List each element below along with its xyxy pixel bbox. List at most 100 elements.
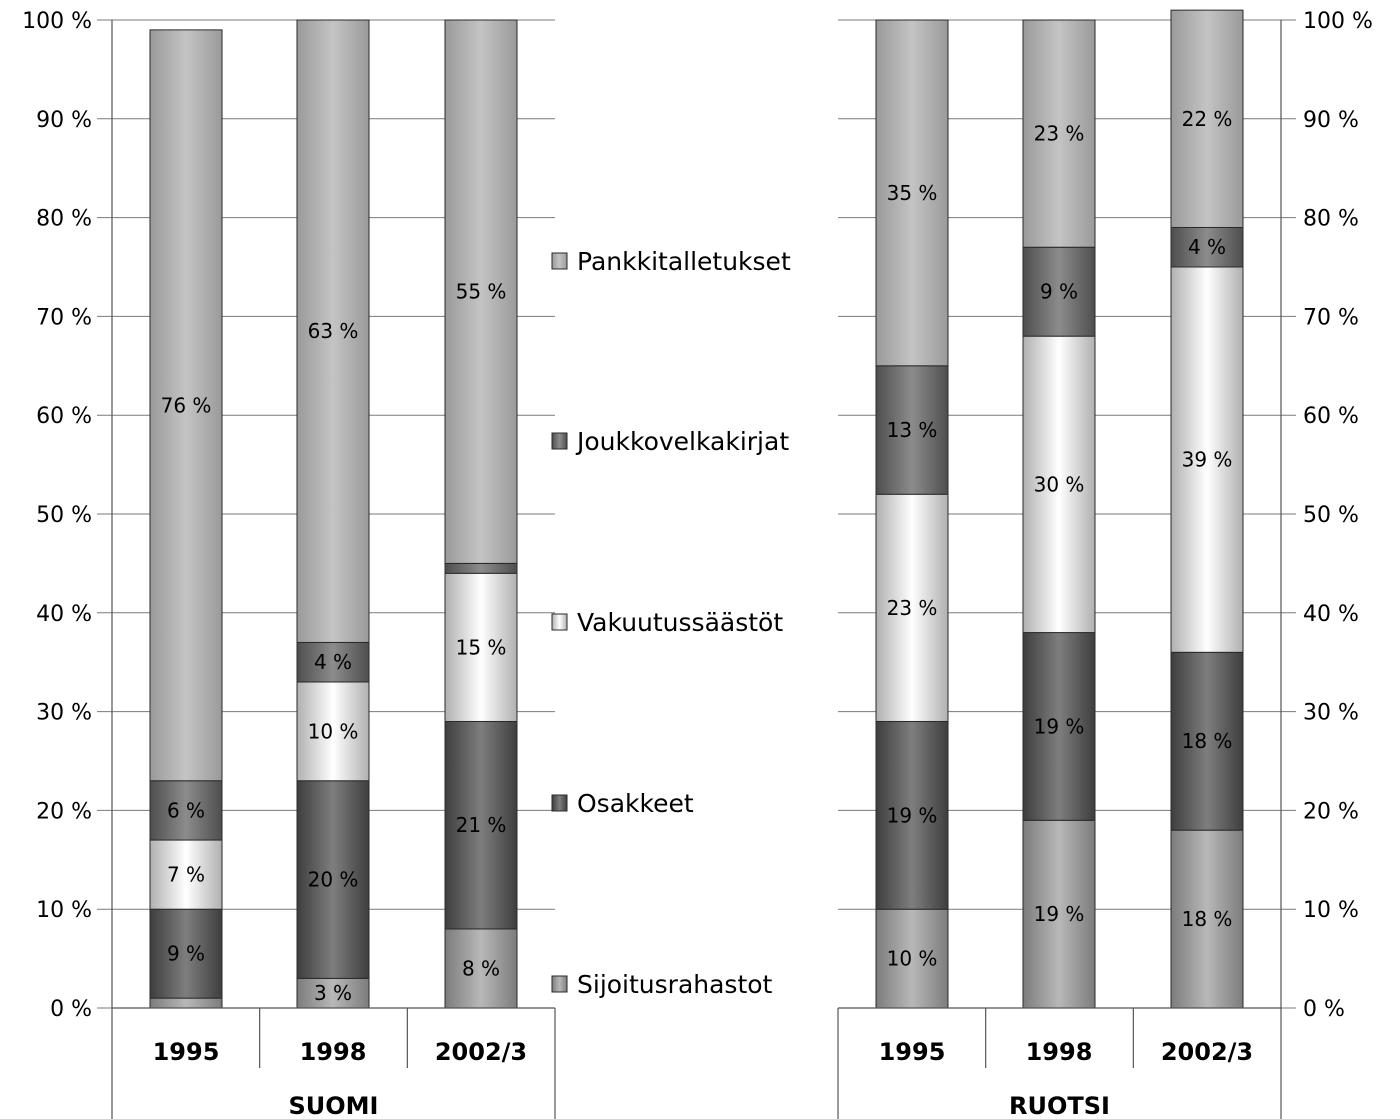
- bar-segment: [1022, 819, 1096, 1009]
- legend: Pankkitalletukset Joukkovelkakirjat Vakuut…: [551, 247, 791, 999]
- data-label: 10 %: [308, 719, 359, 743]
- bar-segment: [875, 365, 949, 495]
- bar-segment: [149, 997, 223, 1009]
- bar-segment: [1022, 19, 1096, 248]
- bar-segment: [444, 572, 518, 722]
- bar-segment: [1170, 651, 1244, 831]
- data-label: 13 %: [887, 418, 938, 442]
- bar-segment: [1170, 9, 1244, 228]
- data-label: 7 %: [167, 863, 205, 887]
- bar-segment: [875, 720, 949, 910]
- bar-segment: [149, 29, 223, 782]
- category-label: 1995: [879, 1038, 946, 1066]
- y-tick-label: 0 %: [1303, 997, 1345, 1022]
- category-label: 1995: [153, 1038, 220, 1066]
- data-label: 8 %: [462, 956, 500, 980]
- bar-segment: [444, 720, 518, 930]
- labels-layer: 9 % 7 % 6 % 76 % 3 % 20 % 10 % 4 % 63 % 8 % 21 % 15…: [161, 107, 1233, 1005]
- y-tick-label: 60 %: [36, 404, 92, 429]
- data-label: 9 %: [1040, 280, 1078, 304]
- legend-swatch: [551, 975, 568, 993]
- bar-segment: [875, 19, 949, 367]
- y-tick-label: 90 %: [1303, 108, 1359, 133]
- y-tick-label: 10 %: [36, 898, 92, 923]
- y-tick-label: 10 %: [1303, 898, 1359, 923]
- bar-segment: [1022, 632, 1096, 821]
- bar-segment: [1170, 266, 1244, 653]
- data-label: 23 %: [887, 596, 938, 620]
- bar-segment: [1022, 335, 1096, 634]
- y-tick-label: 40 %: [1303, 602, 1359, 627]
- data-label: 4 %: [314, 650, 352, 674]
- y-tick-label: 30 %: [36, 701, 92, 726]
- bar-segment: [1022, 246, 1096, 337]
- bar-segment: [1170, 829, 1244, 1009]
- bars-layer: [149, 9, 1244, 1009]
- data-label: 76 %: [161, 393, 212, 417]
- y-tick-label: 20 %: [36, 799, 92, 824]
- data-label: 3 %: [314, 981, 352, 1005]
- y-tick-label: 50 %: [1303, 503, 1359, 528]
- y-tick-label: 80 %: [36, 207, 92, 232]
- legend-label: Pankkitalletukset: [577, 247, 791, 276]
- bar-segment: [296, 977, 370, 1009]
- bar-segment: [296, 681, 370, 782]
- bar-segment: [149, 839, 223, 910]
- axes-layer: 0 % 10 % 20 % 30 % 40 % 50 % 60 % 70 % 80 % 90 % 1…: [22, 9, 1373, 1119]
- y-tick-label: 50 %: [36, 503, 92, 528]
- legend-label: Sijoitusrahastot: [577, 970, 773, 999]
- bar-segment: [296, 780, 370, 979]
- bar-segment: [444, 562, 518, 574]
- data-label: 6 %: [167, 798, 205, 822]
- bar-segment: [444, 928, 518, 1009]
- bar-segment: [875, 908, 949, 1009]
- data-label: 18 %: [1182, 729, 1233, 753]
- data-label: 19 %: [887, 803, 938, 827]
- category-label: 1998: [1026, 1038, 1093, 1066]
- group-title: RUOTSI: [1009, 1092, 1110, 1119]
- data-label: 63 %: [308, 319, 359, 343]
- y-tick-label: 100 %: [1303, 9, 1373, 34]
- data-label: 39 %: [1182, 448, 1233, 472]
- grid-layer: [97, 19, 1296, 1009]
- category-label: 2002/3: [435, 1038, 527, 1066]
- legend-swatch: [551, 794, 568, 812]
- data-label: 55 %: [456, 280, 507, 304]
- data-label: 19 %: [1034, 714, 1085, 738]
- bar-segment: [149, 780, 223, 841]
- data-label: 21 %: [456, 813, 507, 837]
- group-title: SUOMI: [289, 1092, 379, 1119]
- legend-swatch: [551, 432, 568, 450]
- category-label: 1998: [300, 1038, 367, 1066]
- data-label: 9 %: [167, 942, 205, 966]
- y-tick-label: 60 %: [1303, 404, 1359, 429]
- bar-segment: [875, 493, 949, 722]
- category-label: 2002/3: [1161, 1038, 1253, 1066]
- bar-segment: [444, 19, 518, 564]
- data-label: 23 %: [1034, 122, 1085, 146]
- y-tick-label: 100 %: [22, 9, 92, 34]
- data-label: 4 %: [1188, 235, 1226, 259]
- legend-label: Vakuutussäästöt: [577, 608, 783, 637]
- y-tick-label: 30 %: [1303, 701, 1359, 726]
- y-tick-label: 90 %: [36, 108, 92, 133]
- data-label: 30 %: [1034, 472, 1085, 496]
- legend-label: Joukkovelkakirjat: [575, 427, 789, 456]
- bar-segment: [296, 19, 370, 643]
- data-label: 19 %: [1034, 902, 1085, 926]
- y-tick-label: 80 %: [1303, 207, 1359, 232]
- data-label: 35 %: [887, 181, 938, 205]
- y-tick-label: 40 %: [36, 602, 92, 627]
- data-label: 15 %: [456, 635, 507, 659]
- legend-swatch: [551, 613, 568, 631]
- bar-segment: [149, 908, 223, 999]
- y-tick-label: 70 %: [36, 305, 92, 330]
- data-label: 22 %: [1182, 107, 1233, 131]
- legend-label: Osakkeet: [577, 789, 694, 818]
- legend-swatch: [551, 252, 568, 270]
- y-tick-label: 0 %: [50, 997, 92, 1022]
- data-label: 18 %: [1182, 907, 1233, 931]
- data-label: 10 %: [887, 947, 938, 971]
- y-tick-label: 20 %: [1303, 799, 1359, 824]
